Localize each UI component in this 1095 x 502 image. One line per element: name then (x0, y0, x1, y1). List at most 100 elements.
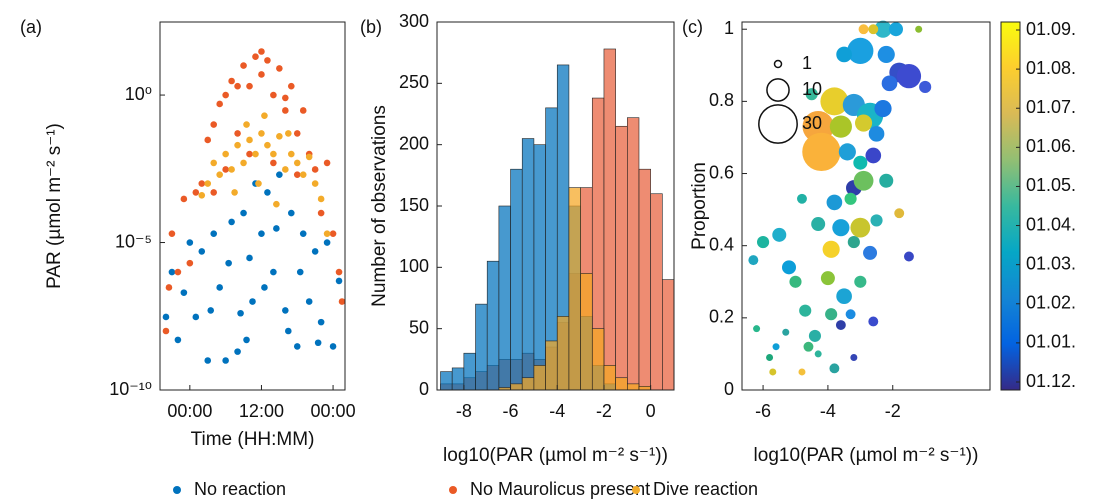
histogram-bar (615, 377, 628, 390)
point (261, 112, 268, 119)
point (270, 91, 277, 99)
point (228, 218, 235, 226)
point (168, 268, 176, 276)
point (222, 150, 229, 158)
point (246, 136, 253, 144)
y-tick-label: 0.4 (709, 234, 734, 254)
bubble (838, 143, 856, 161)
bubble (877, 45, 895, 64)
plot-area (440, 48, 674, 390)
point (335, 268, 343, 276)
bubble (835, 320, 846, 331)
y-tick-label: 50 (409, 317, 429, 337)
point (329, 230, 337, 237)
histogram-bar (475, 303, 488, 390)
point (246, 150, 253, 158)
histogram-bar (662, 279, 674, 390)
legend-label: No Maurolicus present (470, 479, 650, 499)
plot-area (162, 48, 345, 364)
bubble (879, 173, 894, 188)
histogram-bar (545, 340, 558, 390)
x-tick-label: -4 (820, 401, 836, 421)
point (234, 130, 241, 137)
point (285, 327, 292, 335)
x-tick-label: -2 (596, 401, 612, 421)
point (198, 191, 206, 199)
point (264, 141, 271, 149)
y-tick-label: 300 (399, 11, 429, 31)
point (204, 136, 212, 144)
histogram-bar (627, 117, 640, 390)
bubble (888, 22, 903, 37)
point (261, 284, 268, 291)
y-tick-label: 150 (399, 195, 429, 215)
plot-area (748, 20, 932, 376)
point (305, 298, 313, 305)
histogram-bar (498, 205, 511, 390)
point (192, 313, 200, 321)
panel-label: (a) (20, 17, 42, 37)
bubble (870, 214, 883, 227)
point (252, 53, 259, 60)
histogram-bar (580, 273, 593, 390)
point (329, 343, 337, 350)
point (243, 336, 250, 344)
y-tick-label: 0 (724, 379, 734, 399)
point (287, 82, 295, 90)
point (237, 309, 244, 317)
point (162, 313, 170, 321)
point (174, 268, 182, 276)
colorbar-label: 01.09. (1026, 19, 1076, 39)
point (317, 318, 325, 326)
bubble (798, 368, 806, 376)
point (311, 166, 319, 173)
y-tick-label: 100 (399, 256, 429, 276)
point (311, 180, 319, 187)
bubble (919, 80, 932, 94)
x-tick-label: -8 (456, 401, 472, 421)
point (299, 230, 307, 237)
point (246, 82, 253, 90)
point (231, 189, 238, 196)
point (273, 225, 280, 232)
point (285, 130, 292, 137)
point (317, 209, 325, 217)
bubble (863, 245, 878, 260)
y-tick-label: 0.2 (709, 307, 734, 327)
bubble (825, 308, 838, 321)
histogram-bar (603, 365, 616, 390)
point (258, 48, 265, 55)
point (314, 339, 322, 347)
point (243, 121, 250, 128)
bubble (904, 251, 914, 262)
histogram-bar (521, 138, 535, 390)
colorbar-label: 01.04. (1026, 214, 1076, 234)
point (282, 94, 289, 102)
point (264, 57, 271, 64)
histogram-bar (568, 187, 581, 390)
y-tick-label: 250 (399, 72, 429, 92)
colorbar-label: 01.05. (1026, 175, 1076, 195)
point (270, 150, 277, 158)
x-tick-label: -4 (549, 401, 565, 421)
point (270, 159, 277, 167)
point (210, 159, 218, 167)
point (168, 230, 176, 237)
point (216, 171, 223, 178)
point (299, 107, 307, 114)
point (222, 357, 229, 364)
point (186, 239, 194, 246)
point (276, 171, 283, 178)
point (299, 171, 307, 178)
histogram-bar (556, 316, 570, 390)
bubble (782, 260, 797, 275)
point (249, 298, 256, 305)
y-axis-label: Number of observations (369, 105, 390, 307)
bubble (808, 329, 822, 342)
bubble (832, 219, 850, 237)
bubble (802, 132, 841, 172)
size-legend-label: 30 (802, 113, 822, 133)
size-legend-label: 10 (802, 79, 822, 99)
point (216, 284, 223, 291)
